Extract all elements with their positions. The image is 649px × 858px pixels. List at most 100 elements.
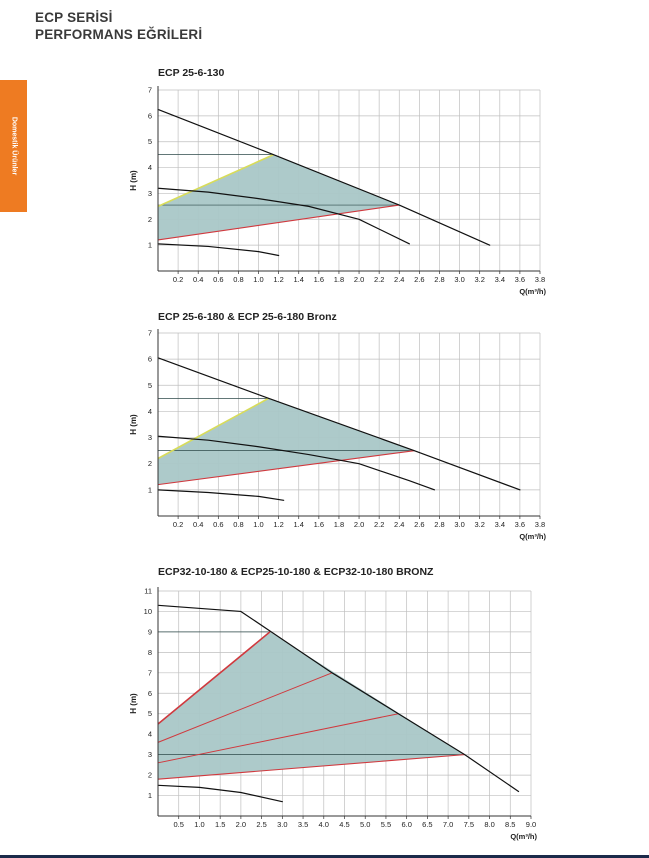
chart-1-x-tick-label: 2.6 [414,275,424,284]
chart-3-x-tick-label: 7.0 [443,820,453,829]
chart-3-curve-2 [157,784,283,803]
chart-3-xlabel: Q(m³/h) [510,832,537,841]
chart-2-y-tick-label: 2 [148,459,152,468]
chart-1-x-tick-label: 1.4 [294,275,304,284]
chart-2-y-tick-label: 4 [148,407,152,416]
chart-2-upper-boundary [157,397,269,460]
chart-1-x-tick-label: 1.6 [314,275,324,284]
chart-1-y-tick-label: 7 [148,86,152,95]
chart-3-title: ECP32-10-180 & ECP25-10-180 & ECP32-10-1… [158,566,434,578]
chart-2-curve-1 [157,357,521,491]
chart-2-xlabel: Q(m³/h) [519,532,546,541]
footer-line [0,855,649,858]
chart-3-x-tick-label: 0.5 [174,820,184,829]
chart-3-x-tick-label: 7.5 [464,820,474,829]
chart-2-y-tick-label: 5 [148,381,152,390]
chart-1-x-tick-label: 3.8 [535,275,545,284]
page-title: ECP SERİSİ PERFORMANS EĞRİLERİ [35,9,202,43]
chart-3-x-tick-label: 2.5 [256,820,266,829]
chart-1-y-tick-label: 6 [148,111,152,120]
chart-1-curve-1 [157,108,491,246]
chart-2-operating-area [158,398,415,485]
chart-3-y-tick-label: 2 [148,771,152,780]
chart-3-upper-boundary [157,631,271,725]
chart-1-x-tick-label: 0.6 [213,275,223,284]
chart-3-x-tick-label: 8.0 [484,820,494,829]
page-title-line2: PERFORMANS EĞRİLERİ [35,27,203,42]
chart-1-x-tick-label: 2.0 [354,275,364,284]
chart-3-x-tick-label: 9.0 [526,820,536,829]
chart-3-x-tick-label: 4.0 [319,820,329,829]
chart-3-x-tick-label: 8.5 [505,820,515,829]
chart-1-y-tick-label: 5 [148,137,152,146]
chart-3-x-tick-label: 2.0 [236,820,246,829]
chart-1-x-tick-label: 2.2 [374,275,384,284]
chart-2-x-tick-label: 3.6 [515,520,525,529]
chart-1-x-tick-label: 1.2 [273,275,283,284]
chart-3-operating-area [158,631,465,780]
chart-1-x-tick-label: 3.0 [454,275,464,284]
chart-1-x-tick-label: 0.8 [233,275,243,284]
chart-1-x-tick-label: 2.4 [394,275,404,284]
chart-2-x-tick-label: 2.0 [354,520,364,529]
chart-3-y-tick-label: 11 [144,587,152,596]
chart-3-x-tick-label: 3.0 [277,820,287,829]
chart-2-x-tick-label: 2.2 [374,520,384,529]
side-tab[interactable]: Domestik Ürünler [0,80,27,212]
chart-1-min-line [157,204,400,241]
chart-3-ylabel: H (m) [129,693,138,714]
chart-3-x-tick-label: 5.0 [360,820,370,829]
chart-3-y-tick-label: 4 [148,730,152,739]
chart-3-x-tick-label: 1.0 [194,820,204,829]
chart-1-title: ECP 25-6-130 [158,67,225,79]
chart-1-x-tick-label: 1.0 [253,275,263,284]
chart-2-x-tick-label: 1.0 [253,520,263,529]
chart-1-y-tick-label: 4 [148,163,152,172]
chart-3-x-tick-label: 6.5 [422,820,432,829]
chart-2-y-tick-label: 3 [148,433,152,442]
chart-3-x-tick-label: 5.5 [381,820,391,829]
chart-2-x-tick-label: 3.4 [495,520,505,529]
chart-2-min-line [157,450,415,486]
chart-2-x-tick-label: 2.4 [394,520,404,529]
chart-2-x-tick-label: 3.0 [454,520,464,529]
chart-3-curve-1 [157,604,520,793]
chart-1-y-tick-label: 3 [148,189,152,198]
chart-3-x-tick-label: 1.5 [215,820,225,829]
chart-2-curve-2 [157,435,436,491]
chart-2-ylabel: H (m) [129,414,138,435]
chart-2-title: ECP 25-6-180 & ECP 25-6-180 Bronz [158,311,337,323]
chart-3-y-tick-label: 10 [144,607,152,616]
chart-2-x-tick-label: 2.8 [434,520,444,529]
chart-2-x-tick-label: 2.6 [414,520,424,529]
chart-2-x-tick-label: 1.8 [334,520,344,529]
chart-2-x-tick-label: 0.2 [173,520,183,529]
chart-1-x-tick-label: 0.2 [173,275,183,284]
chart-1-x-tick-label: 2.8 [434,275,444,284]
chart-2-x-tick-label: 0.4 [193,520,203,529]
chart-2-x-tick-label: 0.6 [213,520,223,529]
chart-1-curve-3 [157,243,280,257]
page-title-line1: ECP SERİSİ [35,10,113,25]
chart-3-y-tick-label: 6 [148,689,152,698]
chart-1-y-tick-label: 2 [148,215,152,224]
chart-2-x-tick-label: 0.8 [233,520,243,529]
chart-2-x-tick-label: 1.6 [314,520,324,529]
chart-2-x-tick-label: 1.4 [294,520,304,529]
chart-1-operating-area [158,154,400,240]
chart-3-x-tick-label: 4.5 [339,820,349,829]
chart-3-y-tick-label: 9 [148,627,152,636]
chart-1-ylabel: H (m) [129,170,138,191]
chart-1-x-tick-label: 3.2 [474,275,484,284]
chart-3-y-tick-label: 7 [148,668,152,677]
chart-1-x-tick-label: 0.4 [193,275,203,284]
chart-1-x-tick-label: 1.8 [334,275,344,284]
chart-3-speed-line-1 [157,672,333,743]
chart-2-x-tick-label: 3.2 [474,520,484,529]
chart-3-x-tick-label: 6.0 [401,820,411,829]
chart-1-xlabel: Q(m³/h) [519,287,546,296]
chart-3-speed-line-2 [157,713,399,764]
chart-1-upper-boundary [157,153,274,208]
chart-3-y-tick-label: 5 [148,709,152,718]
